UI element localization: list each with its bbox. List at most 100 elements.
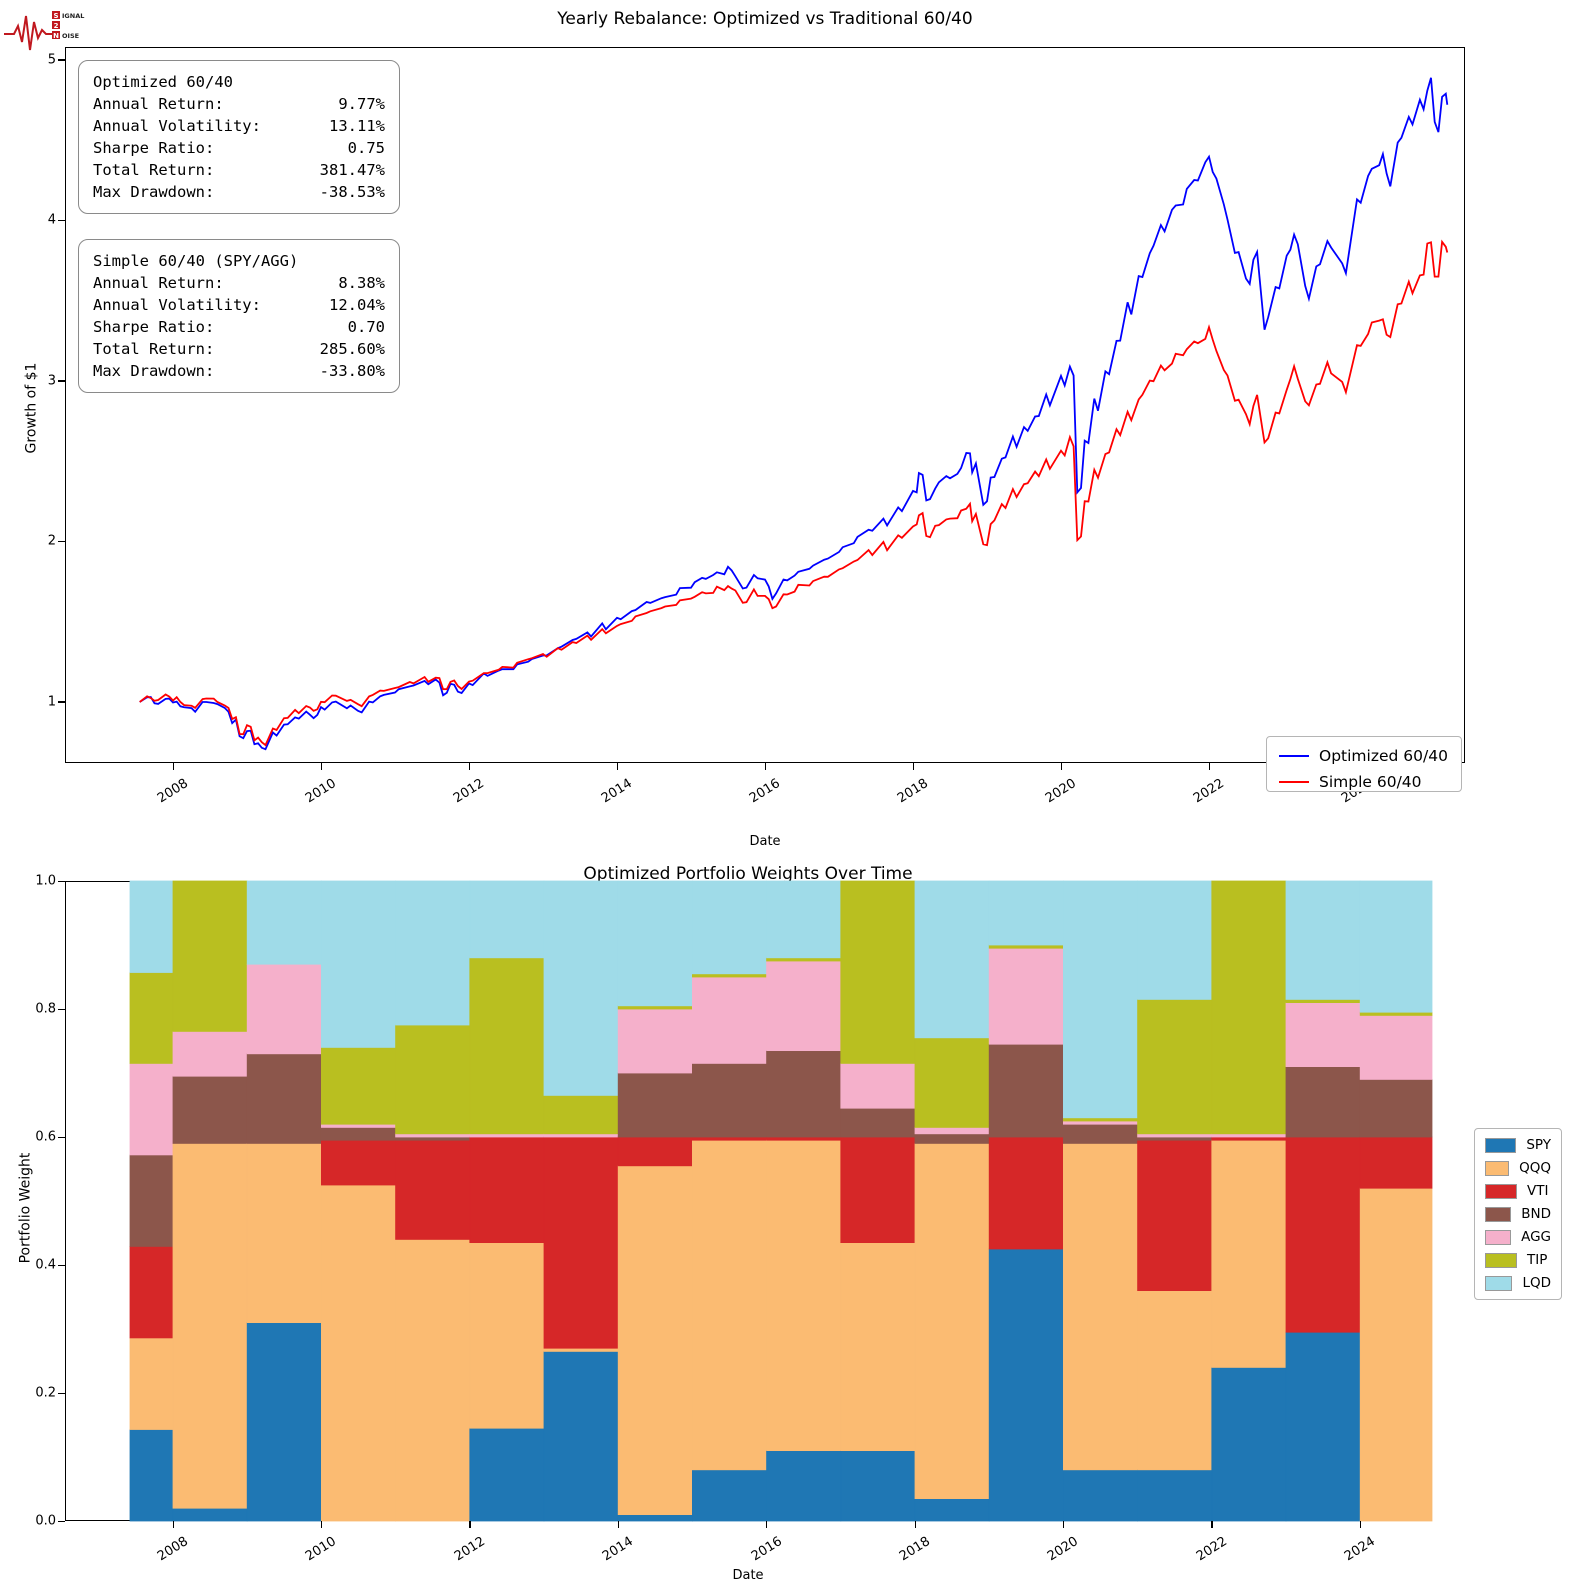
top-xtickmark-2012	[468, 763, 470, 770]
stack-segment-spy-2018	[914, 1498, 990, 1522]
logo-word-signal: S IGNAL	[52, 11, 84, 20]
stack-segment-agg-2016	[766, 960, 842, 1051]
stack-segment-tip-2011	[395, 1024, 471, 1135]
stack-segment-qqq-2010	[320, 1184, 396, 1522]
stack-segment-tip-2023	[1285, 998, 1361, 1003]
stack-segment-tip-2018	[914, 1037, 990, 1128]
stack-segment-vti-2016	[766, 1136, 842, 1141]
stack-segment-tip-2022	[1211, 880, 1287, 1135]
legend-swatch-lqd	[1485, 1275, 1513, 1291]
legend-item-simple-60-40: Simple 60/40	[1279, 769, 1449, 795]
bottom-xtickmark-2024	[1359, 1521, 1361, 1528]
stack-segment-qqq-2008	[172, 1142, 248, 1509]
stack-segment-agg-2018	[914, 1126, 990, 1135]
stack-segment-agg-2015	[692, 976, 768, 1064]
top-chart-canvas	[139, 77, 1449, 751]
legend-label: LQD	[1522, 1275, 1551, 1291]
stack-segment-bnd-2024	[1359, 1078, 1433, 1138]
top-xtickmark-2010	[320, 763, 322, 770]
statbox-row: Total Return: 381.47%	[93, 159, 385, 181]
top-ytickmark-3	[58, 380, 65, 382]
stack-segment-agg-2022	[1211, 1133, 1287, 1138]
stack-segment-agg-start	[129, 1062, 174, 1156]
stack-segment-qqq-2021	[1137, 1290, 1213, 1471]
stack-segment-vti-2012	[469, 1136, 545, 1243]
legend-label: BND	[1521, 1206, 1551, 1222]
stack-segment-spy-2013	[543, 1350, 619, 1522]
stack-segment-bnd-2020	[1063, 1123, 1139, 1144]
bottom-xtickmark-2020	[1062, 1521, 1065, 1528]
legend-swatch-qqq	[1485, 1160, 1510, 1176]
bottom-xtickmark-2022	[1211, 1521, 1213, 1528]
legend-item-vti: VTI	[1485, 1183, 1551, 1199]
stack-segment-bnd-2009	[246, 1053, 322, 1144]
stack-segment-vti-2010	[320, 1139, 396, 1186]
stack-segment-qqq-2011	[395, 1238, 471, 1522]
statbox-row-value: 12.04%	[329, 296, 385, 314]
stack-segment-agg-2023	[1285, 1002, 1361, 1068]
statbox-row: Annual Volatility: 13.11%	[93, 115, 385, 137]
stack-segment-bnd-2017	[840, 1107, 916, 1138]
stack-segment-qqq-2014	[617, 1165, 693, 1515]
bottom-chart-canvas	[129, 880, 1433, 1522]
legend-label: SPY	[1526, 1137, 1551, 1153]
stack-segment-lqd-2011	[395, 880, 471, 1026]
stack-segment-qqq-2020	[1063, 1142, 1139, 1471]
logo-word-noise: N OISE	[52, 31, 79, 40]
stack-segment-lqd-2013	[543, 880, 619, 1096]
top-ytick-3: 3	[47, 373, 56, 389]
statbox-row-label: Annual Return:	[93, 95, 224, 113]
bottom-xtickmark-2014	[617, 1521, 619, 1528]
stack-segment-vti-2017	[840, 1136, 916, 1243]
top-chart-legend: Optimized 60/40 Simple 60/40	[1266, 736, 1462, 792]
statbox-row: Sharpe Ratio: 0.75	[93, 137, 385, 159]
statbox-row-label: Annual Volatility:	[93, 117, 261, 135]
stack-segment-vti-2022	[1211, 1136, 1287, 1141]
legend-item-bnd: BND	[1485, 1206, 1551, 1222]
legend-item-agg: AGG	[1485, 1229, 1551, 1245]
statbox-row: Annual Return: 9.77%	[93, 93, 385, 115]
stack-segment-agg-2020	[1063, 1120, 1139, 1125]
top-ytickmark-1	[58, 701, 65, 703]
stack-segment-qqq-2017	[840, 1242, 916, 1452]
statbox-row: Max Drawdown: -38.53%	[93, 181, 385, 203]
statbox-row-value: 0.75	[347, 139, 385, 157]
bottom-ytick-0.6: 0.6	[35, 1129, 56, 1145]
svg-text:S: S	[53, 12, 58, 20]
stack-segment-lqd-2009	[246, 880, 322, 965]
stack-segment-bnd-2014	[617, 1072, 693, 1138]
stack-segment-tip-2019	[988, 944, 1064, 949]
legend-swatch-agg	[1485, 1229, 1512, 1245]
stack-segment-spy-2017	[840, 1450, 916, 1522]
stack-segment-bnd-2015	[692, 1062, 768, 1138]
stack-segment-agg-2014	[617, 1008, 693, 1074]
stack-segment-tip-2015	[692, 973, 768, 978]
stack-segment-spy-2015	[692, 1469, 768, 1522]
bottom-ytick-0.4: 0.4	[35, 1257, 56, 1273]
stack-segment-agg-2019	[988, 947, 1064, 1045]
statbox-row: Max Drawdown: -33.80%	[93, 360, 385, 382]
stack-segment-lqd-2016	[766, 880, 842, 959]
bottom-ytickmark-0	[58, 1520, 65, 1522]
stack-segment-tip-2017	[840, 880, 916, 1064]
statbox-row-label: Annual Volatility:	[93, 296, 261, 314]
bottom-chart-legend: SPY QQQ VTI BND AGG TIP LQD	[1474, 1128, 1562, 1300]
stack-segment-bnd-2010	[320, 1126, 396, 1141]
statbox-row-label: Total Return:	[93, 340, 215, 358]
stack-segment-vti-2019	[988, 1136, 1064, 1250]
legend-item-tip: TIP	[1485, 1252, 1551, 1268]
stack-segment-bnd-2011	[395, 1136, 471, 1141]
stack-segment-spy-2020	[1063, 1469, 1139, 1522]
stack-segment-vti-2023	[1285, 1136, 1361, 1333]
bottom-xtickmark-2012	[469, 1521, 471, 1528]
stack-segment-tip-start	[129, 972, 174, 1064]
legend-label: Simple 60/40	[1319, 773, 1422, 791]
statbox-row-value: 13.11%	[329, 117, 385, 135]
stack-segment-tip-2021	[1137, 998, 1213, 1135]
stack-segment-tip-2013	[543, 1094, 619, 1135]
stack-segment-tip-2024	[1359, 1011, 1433, 1016]
legend-swatch-spy	[1485, 1137, 1517, 1153]
statbox-title: Simple 60/40 (SPY/AGG)	[93, 252, 299, 270]
top-xtickmark-2020	[1060, 763, 1062, 770]
